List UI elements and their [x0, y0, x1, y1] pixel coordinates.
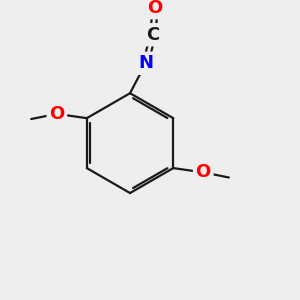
Text: O: O [196, 164, 211, 181]
Text: N: N [138, 54, 153, 72]
Text: O: O [148, 0, 163, 16]
Text: C: C [146, 26, 160, 44]
Text: O: O [49, 105, 64, 123]
